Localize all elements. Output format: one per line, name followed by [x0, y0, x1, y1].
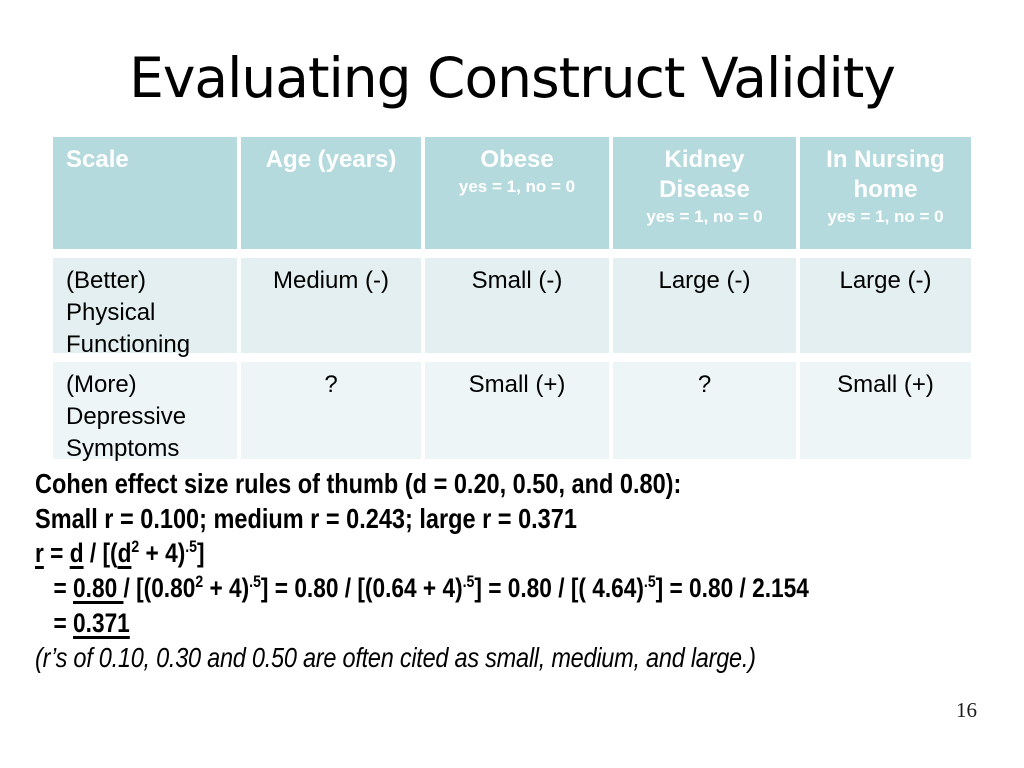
cell-pf-age: Medium (-)	[241, 258, 421, 353]
cell-depressive-symptoms-label: (More) Depressive Symptoms	[53, 362, 237, 462]
cell-ds-kidney: ?	[613, 362, 796, 459]
header-cell-obese: Obese yes = 1, no = 0	[425, 137, 609, 249]
header-title: Scale	[66, 146, 129, 173]
cell-pf-obese: Small (-)	[425, 258, 609, 353]
cell-ds-obese: Small (+)	[425, 362, 609, 459]
r-thresholds-text: Small r = 0.100; medium r = 0.243; large…	[35, 503, 577, 534]
notes-block: Cohen effect size rules of thumb (d = 0.…	[35, 466, 1024, 675]
header-subtitle: yes = 1, no = 0	[827, 207, 944, 226]
r-formula: r = d / [(d2 + 4).5]	[35, 537, 205, 568]
header-title: Kidney Disease	[659, 146, 750, 203]
slide-title: Evaluating Construct Validity	[129, 46, 896, 110]
header-title: Obese	[480, 146, 554, 173]
page-number: 16	[956, 698, 977, 722]
header-cell-scale: Scale	[53, 137, 237, 249]
header-title: In Nursing home	[826, 146, 945, 203]
header-subtitle: yes = 1, no = 0	[646, 207, 763, 226]
header-cell-age: Age (years)	[241, 137, 421, 249]
cell-ds-age: ?	[241, 362, 421, 459]
construct-validity-table: Scale Age (years) Obese yes = 1, no = 0 …	[53, 137, 971, 462]
r-calculation-line2: = 0.371	[53, 608, 130, 638]
header-cell-nursing-home: In Nursing home yes = 1, no = 0	[800, 137, 971, 249]
cell-ds-nursing: Small (+)	[800, 362, 971, 459]
cell-pf-nursing: Large (-)	[800, 258, 971, 353]
r-citation-text: (r’s of 0.10, 0.30 and 0.50 are often ci…	[35, 642, 756, 673]
cell-pf-kidney: Large (-)	[613, 258, 796, 353]
header-subtitle: yes = 1, no = 0	[458, 177, 576, 196]
cohen-rule-text: Cohen effect size rules of thumb (d = 0.…	[35, 468, 682, 499]
header-title: Age (years)	[265, 146, 397, 173]
cell-physical-functioning-label: (Better) Physical Functioning	[53, 258, 237, 358]
header-cell-kidney-disease: Kidney Disease yes = 1, no = 0	[613, 137, 796, 249]
r-calculation-line1: = 0.80 / [(0.802 + 4).5] = 0.80 / [(0.64…	[53, 572, 809, 603]
